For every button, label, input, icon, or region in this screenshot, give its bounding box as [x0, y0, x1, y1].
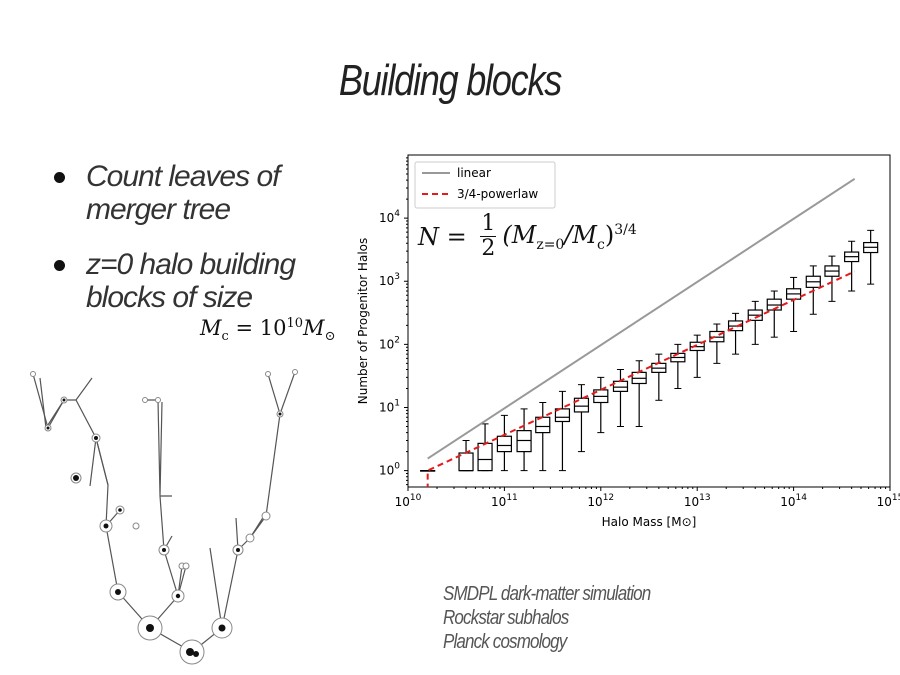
- mc-exp: 10: [286, 316, 304, 331]
- x-tick-label: 1010: [395, 493, 422, 509]
- legend: linear 3/4-powerlaw: [414, 161, 556, 209]
- formula-equals: =: [439, 222, 475, 251]
- bullet-list: Count leaves of merger tree z=0 halo bui…: [52, 160, 332, 336]
- bullet-dot-icon: [54, 260, 65, 271]
- mc-lhs: M: [200, 316, 222, 340]
- formula-exponent: 3/4: [614, 221, 637, 238]
- slide-title: Building blocks: [338, 56, 562, 105]
- box-plot: [477, 423, 493, 472]
- box-plot: [420, 470, 436, 472]
- mc-equation: Mc = 1010M⊙: [200, 316, 335, 344]
- linear-line: [427, 177, 856, 460]
- box-plot: [535, 401, 551, 472]
- bullet-item: Count leaves of merger tree: [52, 160, 332, 226]
- box-plot: [496, 414, 512, 472]
- box-plot: [727, 312, 744, 355]
- powerlaw-line: [426, 270, 856, 487]
- box-plot: [554, 390, 571, 472]
- formula-body: (Mz=0/Mc)3/4: [502, 220, 637, 253]
- bullet-text: Count leaves of merger tree: [86, 160, 280, 226]
- box-plot: [709, 323, 725, 364]
- formula-den: 2: [481, 236, 496, 261]
- legend-label-powerlaw: 3/4-powerlaw: [457, 187, 538, 201]
- progenitor-chart: 1010 1011 1012 1013 1014 1015 100 101 102 103 104…: [356, 154, 900, 529]
- box-body: [554, 408, 571, 423]
- power-law-formula: N = 1 2 (Mz=0/Mc)3/4: [418, 212, 637, 261]
- mc-var: M: [303, 316, 325, 340]
- note-line: Rockstar subhalos: [443, 607, 569, 629]
- box-plot: [824, 255, 840, 302]
- box-body: [516, 430, 532, 453]
- formula-fraction: 1 2: [480, 211, 497, 261]
- bullet-dot-icon: [54, 172, 65, 183]
- formula-bar: [480, 236, 497, 237]
- x-tick-label: 1011: [491, 493, 518, 509]
- y-tick-label: 103: [379, 272, 400, 288]
- bullet-text: z=0 halo building blocks of size: [86, 248, 296, 314]
- y-tick-label: 104: [379, 209, 400, 225]
- merger-tree-diagram: [30, 369, 298, 665]
- mc-sun: ⊙: [324, 329, 336, 345]
- box-body: [496, 435, 512, 453]
- note-line: Planck cosmology: [443, 631, 567, 653]
- box-plot: [844, 240, 860, 292]
- y-tick-label: 100: [379, 462, 400, 478]
- mc-equals: =: [235, 316, 260, 340]
- mc-lhs-sub: c: [221, 329, 229, 345]
- x-tick-label: 1015: [877, 493, 900, 509]
- box-body: [477, 442, 493, 472]
- plot-frame: [407, 154, 891, 488]
- box-plot: [786, 276, 802, 332]
- box-body: [612, 380, 629, 392]
- legend-label-linear: linear: [457, 166, 491, 180]
- mc-base: 10: [259, 316, 287, 340]
- box-plot: [516, 408, 532, 472]
- x-tick-label: 1013: [684, 493, 711, 509]
- y-axis-label: Number of Progenitor Halos: [356, 238, 370, 404]
- box-plot: [689, 334, 705, 378]
- bullet-item: z=0 halo building blocks of size: [52, 248, 332, 314]
- box-body: [573, 397, 590, 413]
- formula-lhs: N: [418, 222, 439, 251]
- y-tick-label: 102: [379, 335, 400, 351]
- box-plot: [766, 290, 782, 338]
- simulation-notes: SMDPL dark-matter simulation Rockstar su…: [443, 582, 687, 654]
- box-plot: [863, 229, 879, 285]
- note-line: SMDPL dark-matter simulation: [443, 583, 651, 605]
- x-axis-label: Halo Mass [M⊙]: [602, 515, 697, 529]
- formula-num: 1: [481, 211, 496, 236]
- x-tick-label: 1014: [780, 493, 807, 509]
- y-tick-label: 101: [379, 398, 400, 414]
- box-plot: [573, 384, 590, 453]
- x-tick-label: 1012: [587, 493, 614, 509]
